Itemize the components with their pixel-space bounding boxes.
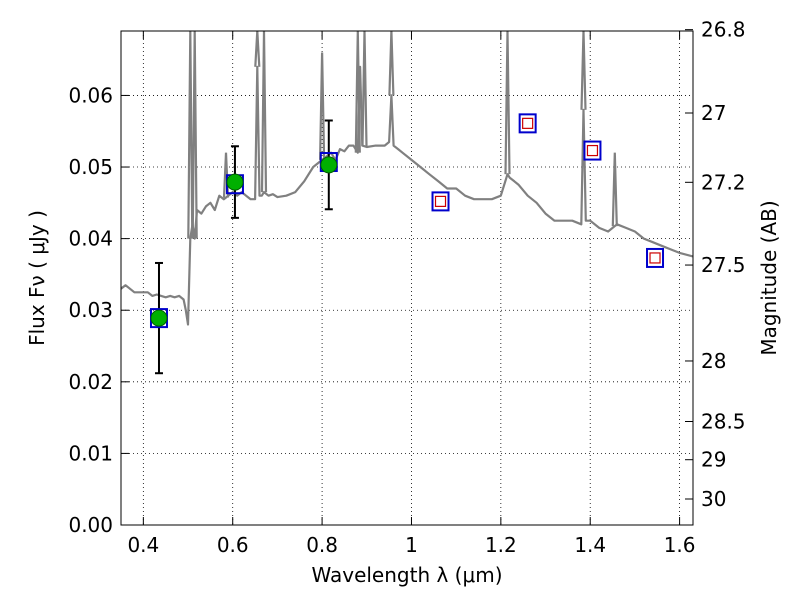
observed-flux-point: [226, 173, 244, 191]
mag-tick-label: 29: [701, 448, 726, 472]
mag-tick-label: 28: [701, 349, 726, 373]
emission-spike: [191, 31, 198, 239]
y-tick-label: 0.06: [68, 83, 113, 107]
x-tick-label: 0.6: [217, 533, 249, 557]
emission-spike: [580, 31, 587, 110]
photometry-markers: [149, 113, 665, 375]
mag-tick-label: 27.2: [701, 170, 746, 194]
y-tick-label: 0.03: [68, 298, 113, 322]
plot-frame: [120, 30, 694, 526]
plot-background: [121, 31, 693, 525]
x-tick-label: 0.4: [127, 533, 159, 557]
y-axis-label: Flux Fν ( μJy ): [25, 210, 49, 346]
y-tick-label: 0.01: [68, 441, 113, 465]
predicted-flux-square-inner: [434, 195, 447, 207]
y-right-axis-label: Magnitude (AB): [757, 200, 781, 355]
predicted-flux-square-inner: [522, 117, 534, 129]
emission-spike: [254, 31, 261, 67]
grid-lines: [121, 31, 693, 525]
emission-spike: [319, 52, 326, 160]
y-tick-label: 0.04: [68, 227, 113, 251]
predicted-flux-square-inner: [586, 144, 599, 157]
y-tick-label: 0.05: [68, 155, 113, 179]
predicted-flux-square-outer: [431, 191, 450, 212]
x-axis-label: Wavelength λ (μm): [311, 563, 502, 587]
spectrum-line: [121, 65, 693, 326]
mag-tick-label: 28.5: [701, 410, 746, 434]
observed-flux-point: [150, 309, 168, 327]
axis-ticks: 0.4 0.6 0.8 1 1.2 1.4 1.6 0.00 0.01 0.02 0.03 0.04 0…: [68, 18, 745, 557]
y-tick-label: 0.02: [68, 370, 113, 394]
mag-tick-label: 30: [701, 487, 726, 511]
y-tick-label: 0.00: [68, 513, 113, 537]
x-tick-label: 1.4: [574, 533, 606, 557]
x-tick-label: 1: [405, 533, 418, 557]
mag-tick-label: 27: [701, 101, 726, 125]
emission-spike: [187, 31, 194, 239]
mag-tick-label: 27.5: [701, 253, 746, 277]
emission-spike: [611, 152, 618, 227]
emission-spike: [354, 31, 361, 153]
x-tick-label: 0.8: [306, 533, 338, 557]
emission-spike: [388, 31, 395, 96]
emission-spike: [260, 31, 268, 193]
emission-spike: [504, 31, 511, 175]
mag-tick-label: 26.8: [701, 18, 746, 42]
observed-flux-point: [320, 156, 338, 174]
x-tick-label: 1.2: [485, 533, 517, 557]
predicted-flux-square-inner: [649, 252, 661, 264]
x-tick-label: 1.6: [664, 533, 696, 557]
emission-spike: [361, 31, 368, 147]
